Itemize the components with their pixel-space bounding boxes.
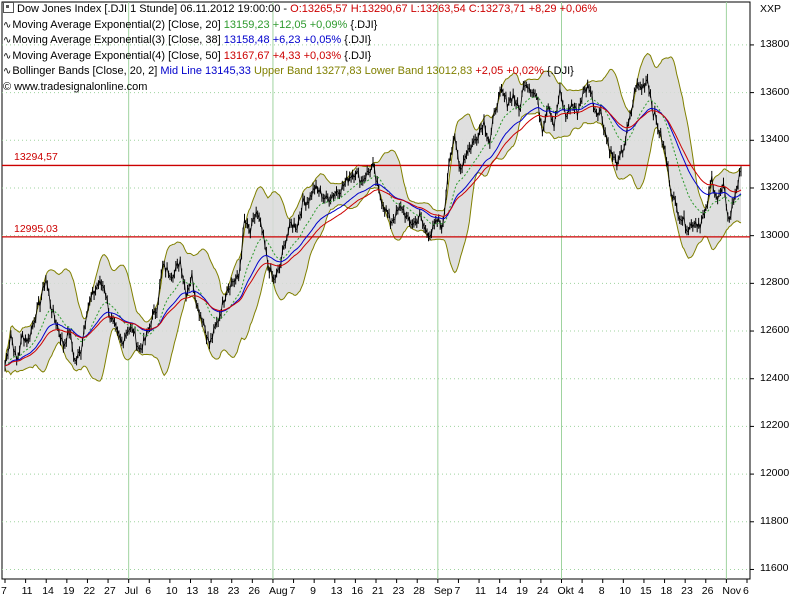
y-tick-label: 13000 [760,228,790,241]
legend-ema20-suffix: {.DJI} [350,18,378,31]
ema20-line [4,96,742,367]
y-tick-label: 13600 [760,85,790,98]
y-tick-label: 12600 [760,324,790,337]
legend-ema20-line: ∿Moving Average Exponential(2) [Close, 2… [3,18,597,34]
indicator-wave-icon: ∿ [3,35,12,46]
x-tick-label: 11 [475,585,486,597]
x-tick-label: 19 [516,585,528,597]
legend-title: Dow Jones Index [.DJI 1 Stunde] 06.11.20… [17,3,291,15]
x-tick-label: 19 [62,585,75,597]
x-tick-label: Jul [124,585,139,597]
x-tick-label: 21 [372,585,384,597]
horizontal-line-label: 12995,03 [14,222,58,235]
x-tick-label: 9 [310,585,316,597]
x-tick-label: 26 [701,585,714,597]
y-tick-label: 13200 [760,180,790,193]
legend-ema50-line: ∿Moving Average Exponential(4) [Close, 5… [3,49,597,65]
legend-ema38-suffix: {.DJI} [344,34,372,46]
x-tick-label: 10 [165,585,178,597]
x-tick-label: 26 [248,585,261,597]
x-tick-label: 27 [104,585,116,597]
x-tick-label: 7 [1,585,7,597]
legend-ema38-value: 13158,48 +6,23 +0,05% [223,34,345,46]
bollinger-band-area [5,53,741,382]
x-tick-label: 4 [578,585,584,597]
legend-ema38-label: Moving Average Exponential(3) [Close, 38… [12,34,224,46]
legend-ema50-suffix: {.DJI} [344,49,372,62]
x-tick-label: 14 [495,585,508,597]
x-tick-label: 24 [536,585,549,597]
x-tick-label: 18 [207,585,219,597]
x-tick-label: 10 [619,585,632,597]
legend-close-change: C:13273,71 +8,29 +0,06% [468,3,598,15]
x-tick-label: 13 [186,585,199,597]
x-tick-label: 22 [83,585,96,597]
legend-ema50-label: Moving Average Exponential(4) [Close, 50… [12,49,224,62]
x-tick-label: Aug [268,585,288,597]
x-tick-label: 23 [392,585,405,597]
x-tick-label: 16 [351,585,364,597]
indicator-wave-icon: ∿ [3,50,12,62]
x-tick-label: 6 [743,585,749,597]
y-tick-label: 12800 [760,276,790,289]
legend-bb-label: Bollinger Bands [Close, 20, 2] [12,65,161,77]
indicator-wave-icon: ∿ [3,19,12,31]
legend-ema38-line: ∿Moving Average Exponential(3) [Close, 3… [3,33,597,49]
horizontal-line-label: 13294,57 [14,151,58,164]
x-tick-label: 23 [681,585,693,597]
legend-bb-change: +2,05 +0,02% [475,65,547,77]
x-tick-label: 7 [289,585,296,597]
y-tick-label: 12200 [760,419,790,432]
bollinger-lower-line [4,111,742,382]
legend-bb-mid: Mid Line 13145,33 [160,65,254,77]
indicator-wave-icon: ∿ [3,66,12,77]
y-tick-label: 13400 [760,133,790,146]
y-tick-label: 12000 [760,467,790,480]
y-tick-label: 11800 [760,514,789,527]
legend-bollinger-line: ∿Bollinger Bands [Close, 20, 2] Mid Line… [3,64,597,80]
x-tick-label: 23 [227,585,240,597]
legend-copyright: © www.tradesignalonline.com [3,80,148,93]
x-tick-label: 8 [598,585,605,597]
x-tick-label: 7 [454,585,461,597]
y-tick-label: 13800 [760,37,790,50]
x-tick-label: 28 [413,585,425,597]
x-tick-label: 15 [639,585,652,597]
x-tick-label: Nov [722,585,742,597]
legend: Dow Jones Index [.DJI 1 Stunde] 06.11.20… [3,2,597,95]
window-icon[interactable] [3,2,14,13]
x-tick-label: 6 [145,585,152,597]
price-line [4,78,742,366]
y-tick-label: 11600 [760,562,789,575]
ema50-line [4,105,742,367]
legend-ema20-value: 13159,23 +12,05 +0,09% [223,18,351,31]
legend-ema50-value: 13167,67 +4,33 +0,03% [223,49,345,62]
corner-label: XXP [760,3,782,15]
x-tick-label: Sep [433,585,453,597]
legend-bb-suffix: {.DJI} [546,65,574,77]
legend-title-line: Dow Jones Index [.DJI 1 Stunde] 06.11.20… [3,2,597,18]
legend-ema20-label: Moving Average Exponential(2) [Close, 20… [12,18,224,31]
x-tick-label: Okt [557,585,574,597]
legend-ohlc: O:13265,57 H:13290,67 L:13263,54 [290,3,469,15]
x-tick-label: 13 [330,585,343,597]
x-tick-label: 18 [660,585,673,597]
y-tick-label: 12400 [760,371,790,384]
x-tick-label: 11 [21,585,33,597]
x-tick-label: 14 [42,585,54,597]
legend-bb-upper: Upper Band 13277,83 Lower Band 13012,83 [253,65,476,77]
ema38-line [4,102,742,367]
